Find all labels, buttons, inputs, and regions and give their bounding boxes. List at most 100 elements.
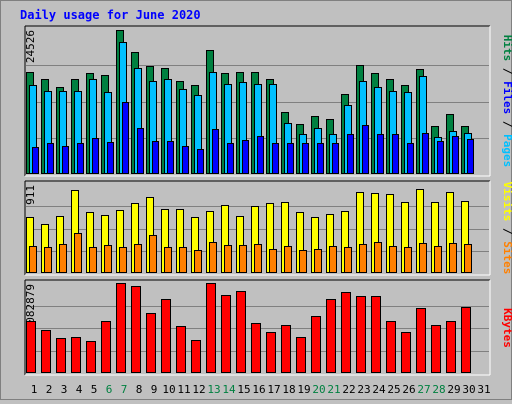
- bar-sites: [254, 244, 262, 273]
- bar-kbytes: [251, 323, 261, 373]
- x-tick-label: 13: [207, 383, 220, 396]
- bar-kbytes: [41, 330, 51, 373]
- bar-kbytes: [236, 291, 246, 373]
- x-tick-label: 11: [177, 383, 190, 396]
- bar-kbytes: [116, 283, 126, 373]
- bar-kbytes: [221, 295, 231, 373]
- bar-sites: [194, 250, 202, 273]
- y-max-label: 24526: [24, 30, 37, 63]
- series-sites: [29, 233, 472, 273]
- x-tick-label: 31: [477, 383, 490, 396]
- bar-pages: [47, 143, 54, 174]
- bar-pages: [107, 142, 114, 174]
- bar-pages: [392, 134, 399, 174]
- x-tick-label: 18: [282, 383, 295, 396]
- series-axis-label-part: Hits: [501, 35, 512, 62]
- bar-pages: [362, 125, 369, 174]
- bar-sites: [284, 246, 292, 273]
- x-tick-label: 27: [417, 383, 430, 396]
- bar-kbytes: [131, 286, 141, 373]
- x-tick-label: 2: [46, 383, 53, 396]
- x-tick-label: 4: [76, 383, 83, 396]
- series-axis-label-part: /: [501, 221, 512, 241]
- bar-sites: [59, 244, 67, 273]
- x-tick-label: 9: [151, 383, 158, 396]
- panel-visits: 911 Visits / Sites: [24, 180, 512, 276]
- series-axis-label-part: Files: [501, 81, 512, 114]
- series-axis-label-part: Pages: [501, 134, 512, 167]
- bar-sites: [224, 245, 232, 273]
- bar-kbytes: [356, 296, 366, 373]
- bar-kbytes: [416, 308, 426, 373]
- bar-sites: [314, 249, 322, 273]
- bar-kbytes: [176, 326, 186, 373]
- bar-kbytes: [371, 296, 381, 373]
- x-tick-label: 5: [91, 383, 98, 396]
- bar-pages: [347, 134, 354, 174]
- bar-sites: [119, 247, 127, 273]
- bar-sites: [179, 247, 187, 273]
- x-tick-label: 30: [462, 383, 475, 396]
- bar-sites: [134, 244, 142, 273]
- x-tick-label: 25: [387, 383, 400, 396]
- bar-kbytes: [26, 321, 36, 373]
- bar-kbytes: [401, 332, 411, 373]
- bar-sites: [164, 247, 172, 273]
- bar-sites: [299, 250, 307, 273]
- bar-sites: [434, 246, 442, 273]
- bar-sites: [449, 243, 457, 273]
- bar-sites: [104, 245, 112, 273]
- bar-pages: [467, 139, 474, 174]
- bar-sites: [359, 244, 367, 273]
- x-tick-label: 29: [447, 383, 460, 396]
- chart-panels: 24526 Hits / Files / Pages 911 Visits / Sit…: [24, 25, 512, 376]
- bar-sites: [344, 247, 352, 273]
- bar-pages: [77, 143, 84, 174]
- series-axis-label: Hits / Files / Pages: [501, 35, 512, 168]
- bar-pages: [332, 143, 339, 174]
- bar-pages: [182, 146, 189, 174]
- x-tick-label: 1: [31, 383, 38, 396]
- series-axis-label: Visits / Sites: [501, 182, 512, 275]
- series-axis-label-part: Sites: [501, 241, 512, 274]
- bar-pages: [137, 128, 144, 174]
- x-tick-label: 14: [222, 383, 236, 396]
- bar-sites: [419, 243, 427, 273]
- bar-pages: [257, 136, 264, 174]
- x-tick-label: 3: [61, 383, 68, 396]
- bar-sites: [149, 235, 157, 273]
- panel-hits: 24526 Hits / Files / Pages: [24, 25, 512, 177]
- bar-kbytes: [431, 325, 441, 373]
- x-tick-label: 21: [327, 383, 340, 396]
- x-tick-label: 17: [267, 383, 280, 396]
- bar-sites: [89, 247, 97, 273]
- bar-pages: [32, 147, 39, 174]
- bar-kbytes: [341, 292, 351, 373]
- bar-kbytes: [386, 321, 396, 373]
- series-axis-label-part: /: [501, 61, 512, 81]
- bar-pages: [212, 129, 219, 174]
- bar-sites: [374, 242, 382, 273]
- bar-pages: [452, 136, 459, 174]
- bar-sites: [464, 244, 472, 273]
- bar-kbytes: [206, 283, 216, 373]
- bar-kbytes: [191, 340, 201, 373]
- chart-title: Daily usage for June 2020: [20, 8, 201, 22]
- series-axis-label-part: /: [501, 114, 512, 134]
- x-tick-label: 20: [312, 383, 325, 396]
- bar-kbytes: [296, 337, 306, 373]
- x-tick-label: 12: [192, 383, 205, 396]
- x-tick-label: 16: [252, 383, 265, 396]
- series-axis-label-part: KBytes: [501, 308, 512, 348]
- bar-kbytes: [266, 332, 276, 373]
- bar-sites: [239, 245, 247, 273]
- bar-kbytes: [446, 321, 456, 373]
- bar-pages: [197, 149, 204, 174]
- x-tick-label: 22: [342, 383, 355, 396]
- bar-pages: [242, 140, 249, 174]
- x-tick-label: 26: [402, 383, 415, 396]
- x-axis-day-labels: 1 2 3 4 5 6 7 8 9 10 11 12 13 14 15 16 17 18 19 20 21 22 23 24 2…: [31, 383, 491, 396]
- bar-sites: [44, 247, 52, 273]
